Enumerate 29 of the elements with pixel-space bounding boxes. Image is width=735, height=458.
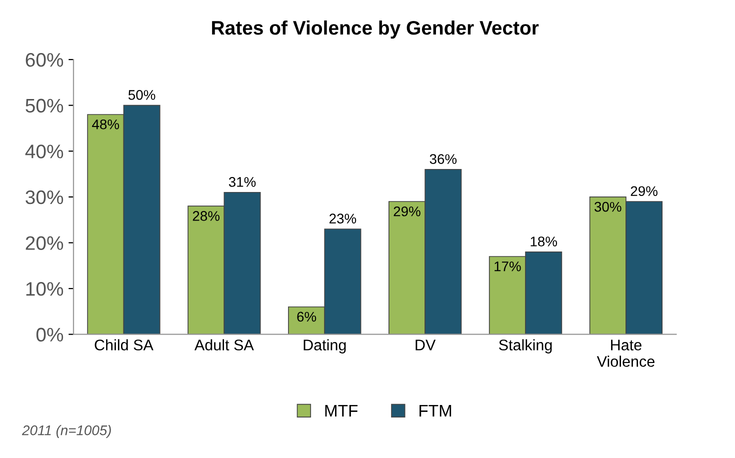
data-label: 31% <box>228 177 256 187</box>
x-tick-label: DV <box>416 340 436 350</box>
y-tick-label: 20% <box>26 236 64 250</box>
data-label: 28% <box>192 211 220 221</box>
y-tick-label: 0% <box>36 328 64 342</box>
x-tick-label: Hate Violence <box>596 340 654 367</box>
data-label: 18% <box>530 236 558 246</box>
text: 2011 (n=1005) <box>22 425 111 438</box>
legend-label: FTM <box>420 405 452 416</box>
y-tick-label: 50% <box>26 98 64 113</box>
y-tick-label: 40% <box>25 144 64 158</box>
data-label: 36% <box>430 154 457 164</box>
data-label: 29% <box>630 186 658 196</box>
y-tick-label: 60% <box>26 53 64 67</box>
chart-title: Rates of Violence by Gender Vector <box>212 20 539 39</box>
data-label: 30% <box>594 202 622 212</box>
data-label: 17% <box>494 261 521 272</box>
data-label: 50% <box>128 90 156 100</box>
y-tick-label: 10% <box>26 282 64 296</box>
data-label: 48% <box>92 119 120 130</box>
x-tick-label: Dating <box>304 339 346 354</box>
y-tick-label: 30% <box>26 190 64 204</box>
x-tick-label: Adult SA <box>194 339 254 350</box>
x-tick-label: Child SA <box>94 339 154 350</box>
data-label: 6% <box>297 312 316 322</box>
x-tick-label: Stalking <box>499 339 552 354</box>
legend-label: MTF <box>325 405 358 416</box>
data-label: 29% <box>394 206 420 216</box>
data-label: 23% <box>330 214 356 224</box>
